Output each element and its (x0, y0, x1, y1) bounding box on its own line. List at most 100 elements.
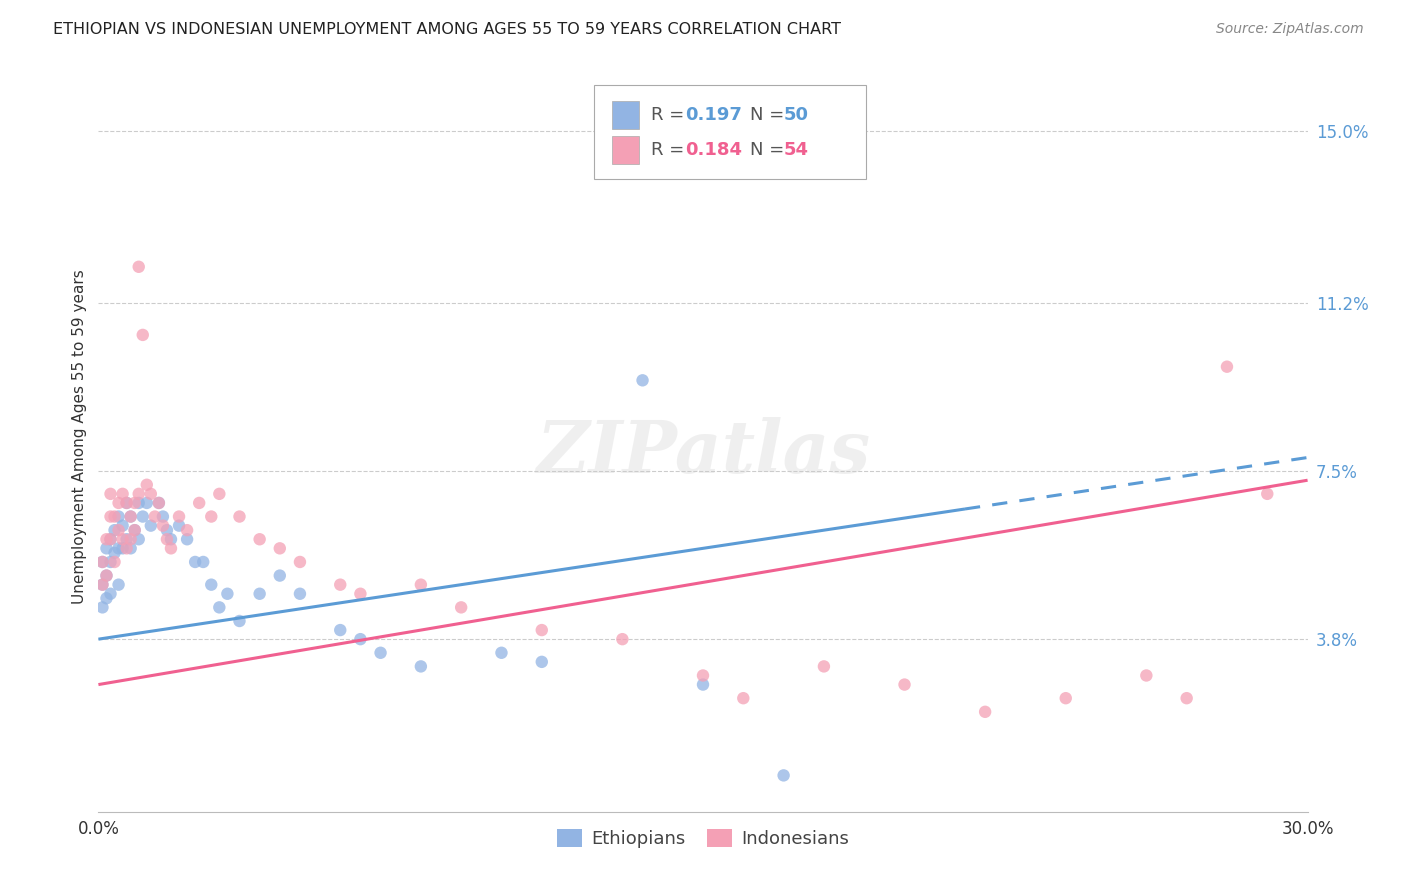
Text: 0.197: 0.197 (685, 106, 742, 124)
Point (135, 477, 157, 491)
Point (329, 577, 352, 591)
Point (124, 523, 146, 537)
Point (491, 646, 513, 660)
Point (813, 659, 835, 673)
Point (167, 518, 190, 533)
Point (103, 523, 125, 537)
Point (120, 509, 142, 524)
Point (160, 541, 183, 556)
Y-axis label: Unemployment Among Ages 55 to 59 years: Unemployment Among Ages 55 to 59 years (72, 269, 87, 605)
Point (288, 555, 311, 569)
Point (152, 518, 174, 533)
Point (107, 577, 129, 591)
Text: R =: R = (651, 141, 690, 159)
Point (193, 555, 215, 569)
Text: N =: N = (751, 106, 790, 124)
Point (91, 555, 114, 569)
Point (208, 600, 231, 615)
Point (156, 533, 179, 547)
Point (409, 659, 432, 673)
Point (228, 509, 250, 524)
Point (733, 691, 755, 706)
Point (1256, 487, 1278, 501)
Point (124, 523, 146, 537)
Point (139, 487, 162, 501)
Point (91, 577, 114, 591)
FancyBboxPatch shape (613, 101, 638, 129)
Point (124, 496, 146, 510)
Point (115, 533, 138, 547)
Point (107, 509, 129, 524)
Point (370, 646, 392, 660)
Point (409, 577, 432, 591)
Point (128, 496, 150, 510)
Point (111, 541, 134, 556)
Point (530, 623, 553, 637)
Point (208, 487, 231, 501)
Point (128, 487, 150, 501)
Point (120, 533, 142, 547)
Point (228, 614, 250, 628)
Point (96, 568, 118, 582)
Point (115, 541, 138, 556)
Legend: Ethiopians, Indonesians: Ethiopians, Indonesians (550, 822, 856, 855)
Point (100, 587, 122, 601)
Point (176, 523, 198, 537)
Point (1216, 359, 1239, 374)
Text: 0.184: 0.184 (685, 141, 742, 159)
Point (692, 668, 714, 682)
Point (100, 533, 122, 547)
Point (893, 677, 915, 691)
Point (176, 533, 198, 547)
Point (96, 541, 118, 556)
Point (139, 518, 162, 533)
Point (115, 496, 138, 510)
Point (692, 677, 714, 691)
Text: Source: ZipAtlas.com: Source: ZipAtlas.com (1216, 22, 1364, 37)
Point (96, 568, 118, 582)
Point (107, 496, 129, 510)
Text: ETHIOPIAN VS INDONESIAN UNEMPLOYMENT AMONG AGES 55 TO 59 YEARS CORRELATION CHART: ETHIOPIAN VS INDONESIAN UNEMPLOYMENT AMO… (53, 22, 841, 37)
Text: 54: 54 (785, 141, 808, 159)
Point (120, 541, 142, 556)
FancyBboxPatch shape (595, 85, 866, 178)
Text: R =: R = (651, 106, 690, 124)
Point (329, 623, 352, 637)
Point (148, 496, 170, 510)
Point (349, 587, 371, 601)
Point (269, 568, 291, 582)
Point (612, 632, 634, 647)
Point (96, 533, 118, 547)
Point (111, 518, 134, 533)
Point (1054, 691, 1077, 706)
Point (160, 533, 183, 547)
Point (100, 487, 122, 501)
Point (111, 533, 134, 547)
Point (107, 541, 129, 556)
Point (200, 577, 222, 591)
Point (115, 496, 138, 510)
Point (184, 555, 207, 569)
Point (103, 546, 125, 560)
Point (120, 509, 142, 524)
Point (148, 496, 170, 510)
Point (772, 768, 794, 782)
Point (100, 555, 122, 569)
Point (288, 587, 311, 601)
Point (100, 509, 122, 524)
Point (269, 541, 291, 556)
Point (974, 705, 997, 719)
Text: 50: 50 (785, 106, 808, 124)
Point (200, 509, 222, 524)
Point (132, 327, 155, 342)
Point (132, 509, 155, 524)
Point (103, 509, 125, 524)
Point (530, 655, 553, 669)
Point (143, 509, 166, 524)
Point (91, 555, 114, 569)
Point (103, 555, 125, 569)
Point (450, 600, 472, 615)
Point (188, 496, 211, 510)
Point (91, 600, 114, 615)
Text: ZIPatlas: ZIPatlas (536, 417, 870, 488)
